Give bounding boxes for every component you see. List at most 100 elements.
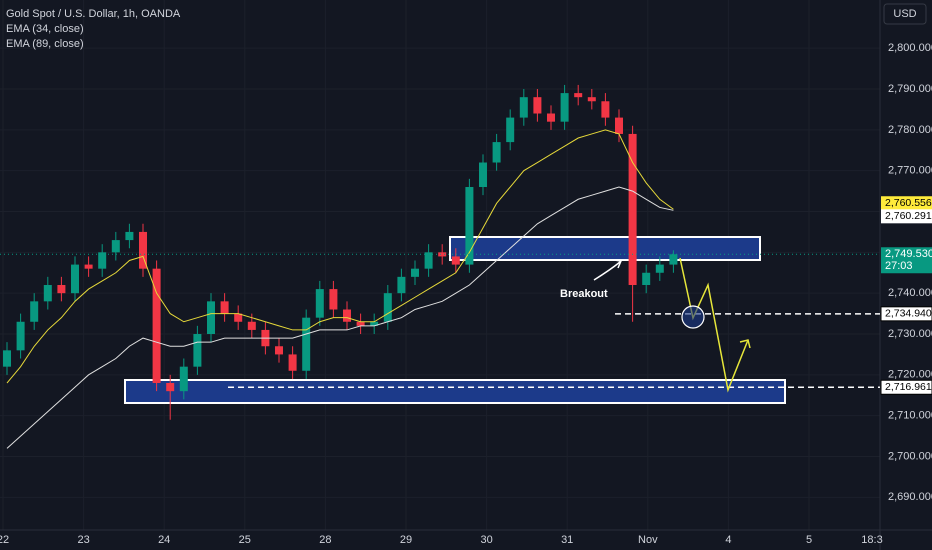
y-tick-label: 2,800.000 [888, 42, 932, 54]
support-zone [124, 379, 786, 404]
x-tick-label: 30 [480, 534, 492, 546]
level-tag [880, 379, 932, 395]
candle-body [125, 231, 134, 241]
candle-body [424, 252, 433, 269]
annotation: Breakout [560, 288, 608, 300]
last-price-tag [881, 247, 932, 274]
candle-body [669, 254, 678, 265]
currency-button[interactable] [883, 3, 927, 25]
y-tick-label: 2,770.000 [888, 165, 932, 177]
candle-body [315, 289, 324, 318]
last-price-label: 2,749.530 [885, 248, 932, 260]
candle-body [329, 289, 338, 310]
candle-body [152, 268, 161, 384]
candle-body [84, 264, 93, 269]
legend-entry: EMA (34, close) [6, 23, 84, 35]
x-tick-label: 29 [400, 534, 412, 546]
candle-body [411, 268, 419, 277]
y-tick-label: 2,780.000 [888, 124, 932, 136]
candle-body [492, 142, 501, 163]
candle-body [98, 252, 107, 269]
breakout-arrow [593, 261, 621, 281]
x-tick-label: 23 [77, 534, 89, 546]
candle-body [506, 117, 515, 143]
y-tick-label: 2,700.000 [888, 450, 932, 462]
y-tick-label: 2,790.000 [888, 83, 932, 95]
y-tick-label: 2,740.000 [888, 287, 932, 299]
candle-body [560, 93, 569, 122]
candle-body [166, 383, 175, 392]
candle-body [533, 97, 542, 114]
candle-body [179, 366, 188, 392]
chart-title: Gold Spot / U.S. Dollar, 1h, OANDA [6, 8, 181, 20]
x-tick-label: 31 [561, 534, 573, 546]
candle-body [547, 113, 555, 122]
y-tick-label: 2,720.000 [888, 369, 932, 381]
y-tick-label: 2,690.000 [888, 491, 932, 503]
candle-body [370, 321, 379, 326]
x-tick-label: Nov [638, 534, 658, 546]
candle-body [438, 252, 447, 257]
x-tick-label: 18:3 [861, 534, 882, 546]
arrow-head [613, 259, 623, 269]
candle-body [642, 272, 651, 286]
candle-body [479, 162, 487, 188]
candle-body [71, 264, 79, 294]
x-tick-label: 25 [239, 534, 251, 546]
candle-body [30, 301, 39, 322]
candle-body [397, 276, 406, 294]
candle-body [383, 293, 392, 322]
candle-body [234, 313, 243, 322]
candle-body [519, 97, 528, 118]
candle-body [601, 101, 610, 118]
x-tick-label: 28 [319, 534, 331, 546]
price-tag [881, 209, 932, 224]
level-label: 2,734.940 [885, 308, 932, 320]
candle-body [111, 240, 120, 253]
ema-line [6, 129, 674, 384]
currency[interactable]: USD [893, 8, 916, 20]
level-tag [880, 306, 932, 322]
candle-body [193, 334, 202, 367]
candle-body [139, 231, 147, 269]
candle-body [356, 321, 365, 326]
grid [0, 0, 880, 530]
plot [0, 84, 880, 449]
candle-body [465, 187, 474, 265]
level-label: 2,716.961 [885, 381, 932, 393]
y-tick-label: 2,710.000 [888, 410, 932, 422]
candle-body [451, 256, 460, 265]
candle-body [574, 93, 583, 98]
legend-entry: EMA (89, close) [6, 38, 84, 50]
candle-body [275, 346, 283, 355]
candle-body [3, 350, 11, 367]
candle-body [655, 264, 664, 273]
price-tag-label: 2,760.291 [885, 210, 932, 222]
candle-body [57, 285, 66, 294]
x-tick-label: 22 [0, 534, 9, 546]
arrow-head [739, 339, 751, 349]
price-tag-label: 2,760.556 [885, 197, 932, 209]
resistance-zone [449, 236, 761, 261]
projection-arrow [679, 257, 749, 393]
price-tag [881, 196, 932, 211]
candle-body [247, 321, 256, 330]
candle-body [288, 354, 297, 371]
candle-body [302, 317, 311, 371]
candle-body [207, 301, 215, 335]
candle-body [220, 301, 229, 314]
target-circle [681, 305, 705, 329]
y-tick-label: 2,730.000 [888, 328, 932, 340]
candle-body [16, 321, 25, 351]
candle-body [628, 133, 637, 286]
ema-line [6, 186, 674, 449]
candle-body [43, 285, 52, 302]
candle-body [343, 309, 351, 322]
candle-body [587, 97, 596, 102]
x-tick-label: 4 [725, 534, 731, 546]
x-tick-label: 24 [158, 534, 170, 546]
countdown: 27:03 [885, 260, 913, 272]
candle-body [615, 117, 623, 134]
